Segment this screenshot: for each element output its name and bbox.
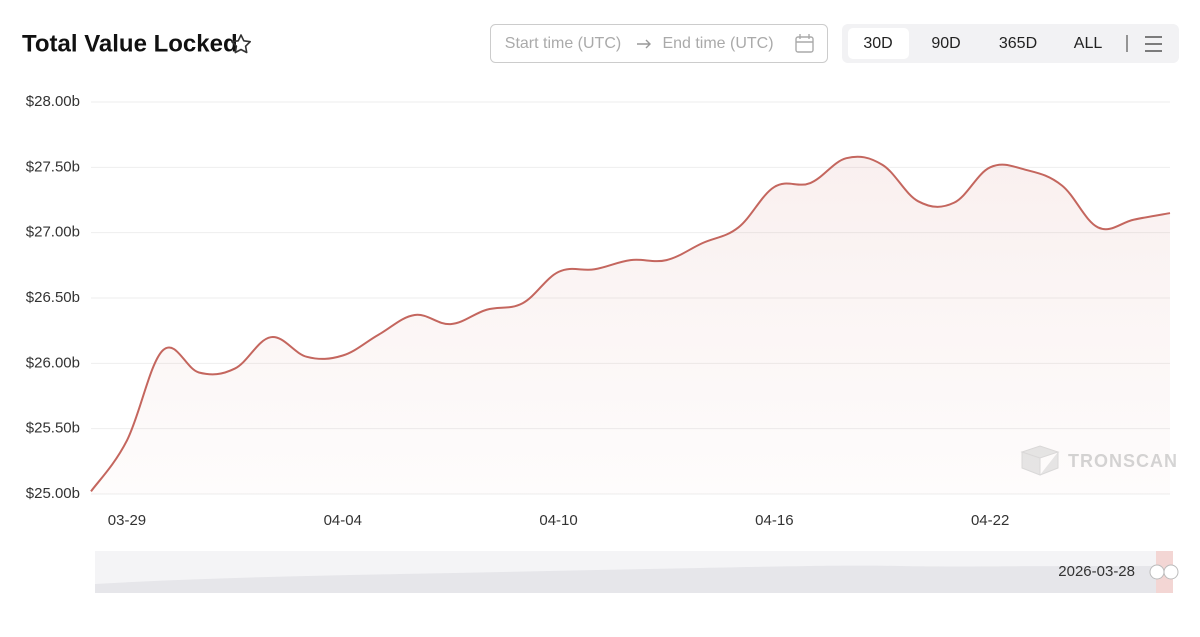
arrow-icon (637, 39, 651, 49)
x-tick-label: 04-10 (539, 512, 577, 529)
y-tick-label: $27.00b (26, 224, 80, 241)
range-active (848, 28, 909, 59)
range-selector (842, 24, 1179, 63)
date-range-picker[interactable] (490, 24, 828, 63)
watermark-text: TRONSCAN (1068, 451, 1178, 471)
calendar-icon (795, 34, 814, 53)
range-button[interactable]: 30D (863, 35, 892, 52)
x-tick-label: 04-16 (755, 512, 793, 529)
x-tick-label: 04-04 (324, 512, 362, 529)
y-tick-label: $28.00b (26, 93, 80, 110)
range-button[interactable]: ALL (1074, 35, 1103, 52)
navigator-handles[interactable] (1149, 564, 1179, 580)
chart-title: Total Value Locked (22, 30, 238, 57)
line (90, 155, 1171, 492)
watermark: TRONSCAN (1020, 445, 1178, 476)
range-button[interactable]: 365D (999, 35, 1037, 52)
y-tick-label: $25.50b (26, 420, 80, 437)
range-button[interactable]: 90D (931, 35, 960, 52)
navigator-preview (95, 565, 1173, 593)
navigator-date: 2026-03-28 (1058, 563, 1135, 580)
menu-icon[interactable] (1145, 36, 1162, 52)
x-tick-label: 03-29 (108, 512, 146, 529)
y-tick-label: $26.00b (26, 354, 80, 371)
x-tick-label: 04-22 (971, 512, 1009, 529)
end-time[interactable]: End time (UTC) (662, 35, 773, 52)
start-time[interactable]: Start time (UTC) (505, 35, 621, 52)
y-tick-label: $26.50b (26, 289, 80, 306)
favorite-icon[interactable] (231, 34, 251, 54)
y-tick-label: $27.50b (26, 158, 80, 175)
area-fill (91, 156, 1170, 495)
y-tick-label: $25.00b (26, 485, 80, 502)
